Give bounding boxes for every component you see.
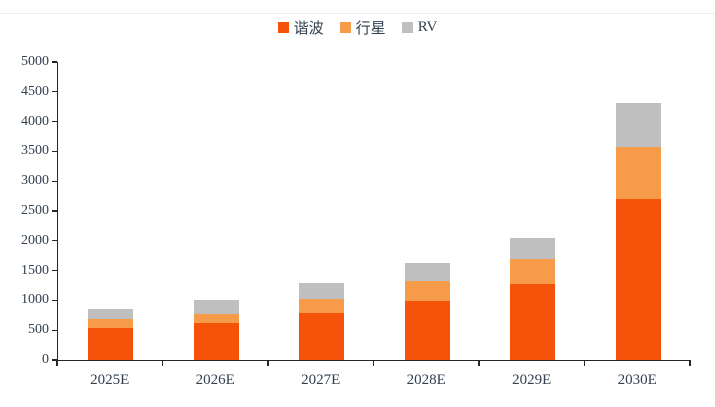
y-axis-tick-mark	[52, 359, 57, 361]
y-axis-tick-mark	[52, 91, 57, 93]
y-axis-tick-label: 500	[28, 322, 49, 338]
y-axis-tick-mark	[52, 299, 57, 302]
bar-segment-谐波	[88, 328, 134, 360]
legend-item: RV	[401, 19, 438, 36]
x-axis-category-label: 2029E	[512, 372, 552, 388]
legend-item: 谐波	[277, 17, 324, 38]
bar-segment-谐波	[404, 301, 450, 360]
y-axis-tick-label: 1000	[21, 292, 49, 308]
y-axis-tick-label: 2500	[21, 203, 49, 218]
legend-label: RV	[417, 19, 438, 35]
bar-segment-rv	[615, 102, 661, 147]
legend-label: 谐波	[293, 21, 324, 37]
bar-segment-rv	[299, 283, 345, 299]
x-axis-category-label: 2028E	[406, 372, 446, 388]
x-axis-tick-mark	[372, 361, 375, 367]
bar-segment-行星	[299, 298, 345, 313]
y-axis-tick-label: 5000	[21, 54, 49, 69]
y-axis-tick-mark	[52, 150, 57, 153]
bar-segment-谐波	[510, 283, 556, 360]
y-axis-tick-mark	[52, 329, 57, 331]
bar-segment-行星	[510, 259, 556, 284]
y-axis-tick-label: 4000	[21, 113, 49, 129]
y-axis-tick-label: 1500	[21, 262, 49, 278]
bar-segment-行星	[88, 319, 134, 329]
x-axis-category-label: 2026E	[195, 372, 235, 388]
x-axis-tick-mark	[161, 361, 164, 367]
x-axis-tick-mark	[689, 361, 691, 367]
x-axis-tick-mark	[478, 361, 480, 367]
legend-swatch-icon	[401, 22, 413, 33]
bar-segment-谐波	[615, 199, 661, 360]
y-axis-tick-mark	[52, 180, 57, 182]
legend-swatch-icon	[339, 22, 351, 33]
x-axis-tick-mark	[267, 361, 269, 367]
legend-swatch-icon	[277, 22, 289, 33]
y-axis-tick-label: 4500	[21, 83, 49, 99]
bar-2029e	[510, 237, 556, 360]
bar-2027e	[299, 283, 345, 360]
y-axis-tick-label: 0	[42, 352, 49, 367]
bar-segment-rv	[404, 263, 450, 282]
bar-segment-行星	[404, 281, 450, 301]
bar-2026e	[193, 300, 239, 360]
y-axis-tick-mark	[52, 61, 57, 63]
x-axis-category-label: 2025E	[90, 372, 130, 388]
legend-label: 行星	[355, 21, 386, 37]
bar-2025e	[88, 308, 134, 360]
x-axis-category-label: 2027E	[301, 372, 341, 388]
y-axis-tick-label: 2000	[21, 232, 49, 248]
bar-segment-行星	[615, 146, 661, 200]
y-axis-tick-mark	[52, 210, 57, 212]
bar-2030e	[615, 102, 661, 360]
chart-legend: 谐波 行星 RV	[0, 17, 715, 38]
plot-area	[57, 62, 691, 361]
y-axis-tick-label: 3500	[21, 143, 49, 159]
legend-item: 行星	[339, 17, 386, 38]
bar-segment-行星	[193, 313, 239, 324]
x-axis-tick-mark	[56, 361, 58, 367]
x-axis-tick-mark	[583, 361, 586, 367]
bar-segment-rv	[510, 237, 556, 260]
bar-segment-谐波	[299, 312, 345, 360]
x-axis-category-label: 2030E	[617, 372, 657, 388]
top-divider-line	[0, 13, 715, 14]
y-axis-tick-mark	[52, 120, 57, 123]
bar-segment-谐波	[193, 323, 239, 360]
bar-2028e	[404, 263, 450, 360]
bar-segment-rv	[88, 308, 134, 320]
y-axis-tick-mark	[52, 269, 57, 272]
bar-segment-rv	[193, 300, 239, 314]
y-axis-tick-mark	[52, 240, 57, 242]
y-axis-tick-label: 3000	[21, 173, 49, 189]
